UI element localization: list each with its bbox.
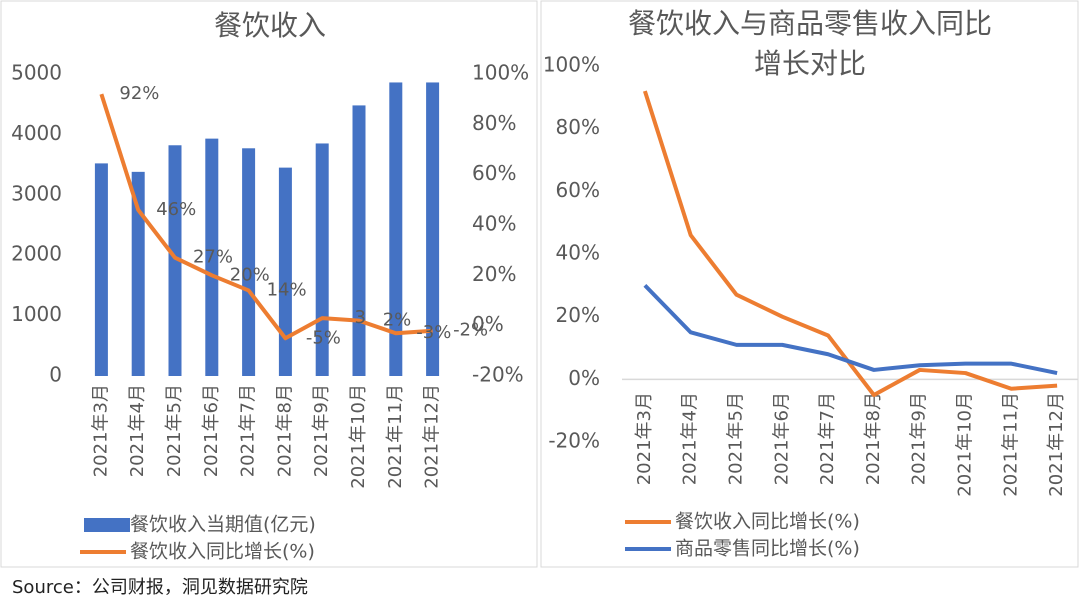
y-tick-label: 40% (556, 241, 600, 265)
x-tick-label: 2021年10月 (955, 392, 976, 497)
y-tick-label: 60% (556, 178, 600, 202)
data-label: -2% (453, 320, 488, 341)
y2-tick-label: 20% (472, 262, 516, 286)
y2-tick-label: 100% (472, 61, 529, 85)
y-tick-label: 4000 (11, 121, 62, 145)
bar (389, 82, 403, 377)
data-label: 2% (383, 310, 412, 331)
x-tick-label: 2021年3月 (90, 384, 111, 477)
legend-swatch (84, 518, 130, 532)
bar (205, 138, 219, 376)
data-label: 20% (230, 264, 270, 285)
x-tick-label: 2021年11月 (385, 384, 406, 489)
bar (94, 163, 108, 376)
y-tick-label: 100% (543, 53, 600, 77)
bar (242, 148, 256, 376)
bar (352, 105, 366, 377)
y2-tick-label: 40% (472, 212, 516, 236)
data-label: 14% (267, 279, 307, 300)
data-label: -3% (416, 322, 451, 343)
y-tick-label: 80% (556, 115, 600, 139)
x-tick-label: 2021年8月 (274, 384, 295, 477)
legend-label: 商品零售同比增长(%) (675, 538, 860, 560)
x-tick-label: 2021年3月 (634, 392, 655, 485)
x-tick-label: 2021年4月 (127, 384, 148, 477)
bar (168, 145, 182, 376)
x-tick-label: 2021年8月 (863, 392, 884, 485)
y-tick-label: 20% (556, 303, 600, 327)
line (642, 90, 1058, 397)
y2-tick-label: 0% (472, 312, 504, 336)
x-tick-label: 2021年7月 (238, 384, 259, 477)
y-tick-label: -20% (548, 429, 600, 453)
x-tick-label: 2021年9月 (311, 384, 332, 477)
x-tick-label: 2021年5月 (164, 384, 185, 477)
x-tick-label: 2021年12月 (1046, 392, 1067, 497)
y-tick-label: 5000 (11, 61, 62, 85)
y-tick-label: 1000 (11, 302, 62, 326)
chart-title: 餐饮收入 (213, 9, 326, 42)
x-tick-label: 2021年10月 (348, 384, 369, 489)
y2-tick-label: 60% (472, 161, 516, 185)
y2-tick-label: 80% (472, 111, 516, 135)
legend-label: 餐饮收入同比增长(%) (130, 541, 315, 563)
data-label: 3 (354, 307, 365, 328)
x-tick-label: 2021年12月 (422, 384, 443, 489)
x-tick-label: 2021年5月 (726, 392, 747, 485)
source: Source：公司财报，洞见数据研究院 (12, 577, 308, 598)
x-tick-label: 2021年9月 (909, 392, 930, 485)
data-label: 46% (156, 199, 196, 220)
x-tick-label: 2021年6月 (201, 384, 222, 477)
line (99, 93, 433, 341)
y-tick-label: 0% (568, 366, 600, 390)
panel-border (0, 0, 538, 568)
data-label: 27% (193, 247, 233, 268)
bar (278, 167, 292, 376)
chart-title: 餐饮收入与商品零售收入同比增长对比 (627, 7, 992, 80)
data-label: 92% (119, 83, 159, 104)
legend-label: 餐饮收入当期值(亿元) (130, 514, 316, 536)
data-label: -5% (306, 327, 341, 348)
x-tick-label: 2021年7月 (817, 392, 838, 485)
panel-border (540, 0, 1079, 568)
y-tick-label: 0 (49, 363, 62, 387)
line (643, 283, 1058, 376)
x-tick-label: 2021年4月 (680, 392, 701, 485)
y-tick-label: 3000 (11, 181, 62, 205)
y2-tick-label: -20% (472, 363, 524, 387)
bar (426, 82, 440, 377)
y-tick-label: 2000 (11, 242, 62, 266)
x-tick-label: 2021年6月 (771, 392, 792, 485)
x-tick-label: 2021年11月 (1000, 392, 1021, 497)
bar (131, 171, 145, 376)
legend-label: 餐饮收入同比增长(%) (675, 511, 860, 533)
